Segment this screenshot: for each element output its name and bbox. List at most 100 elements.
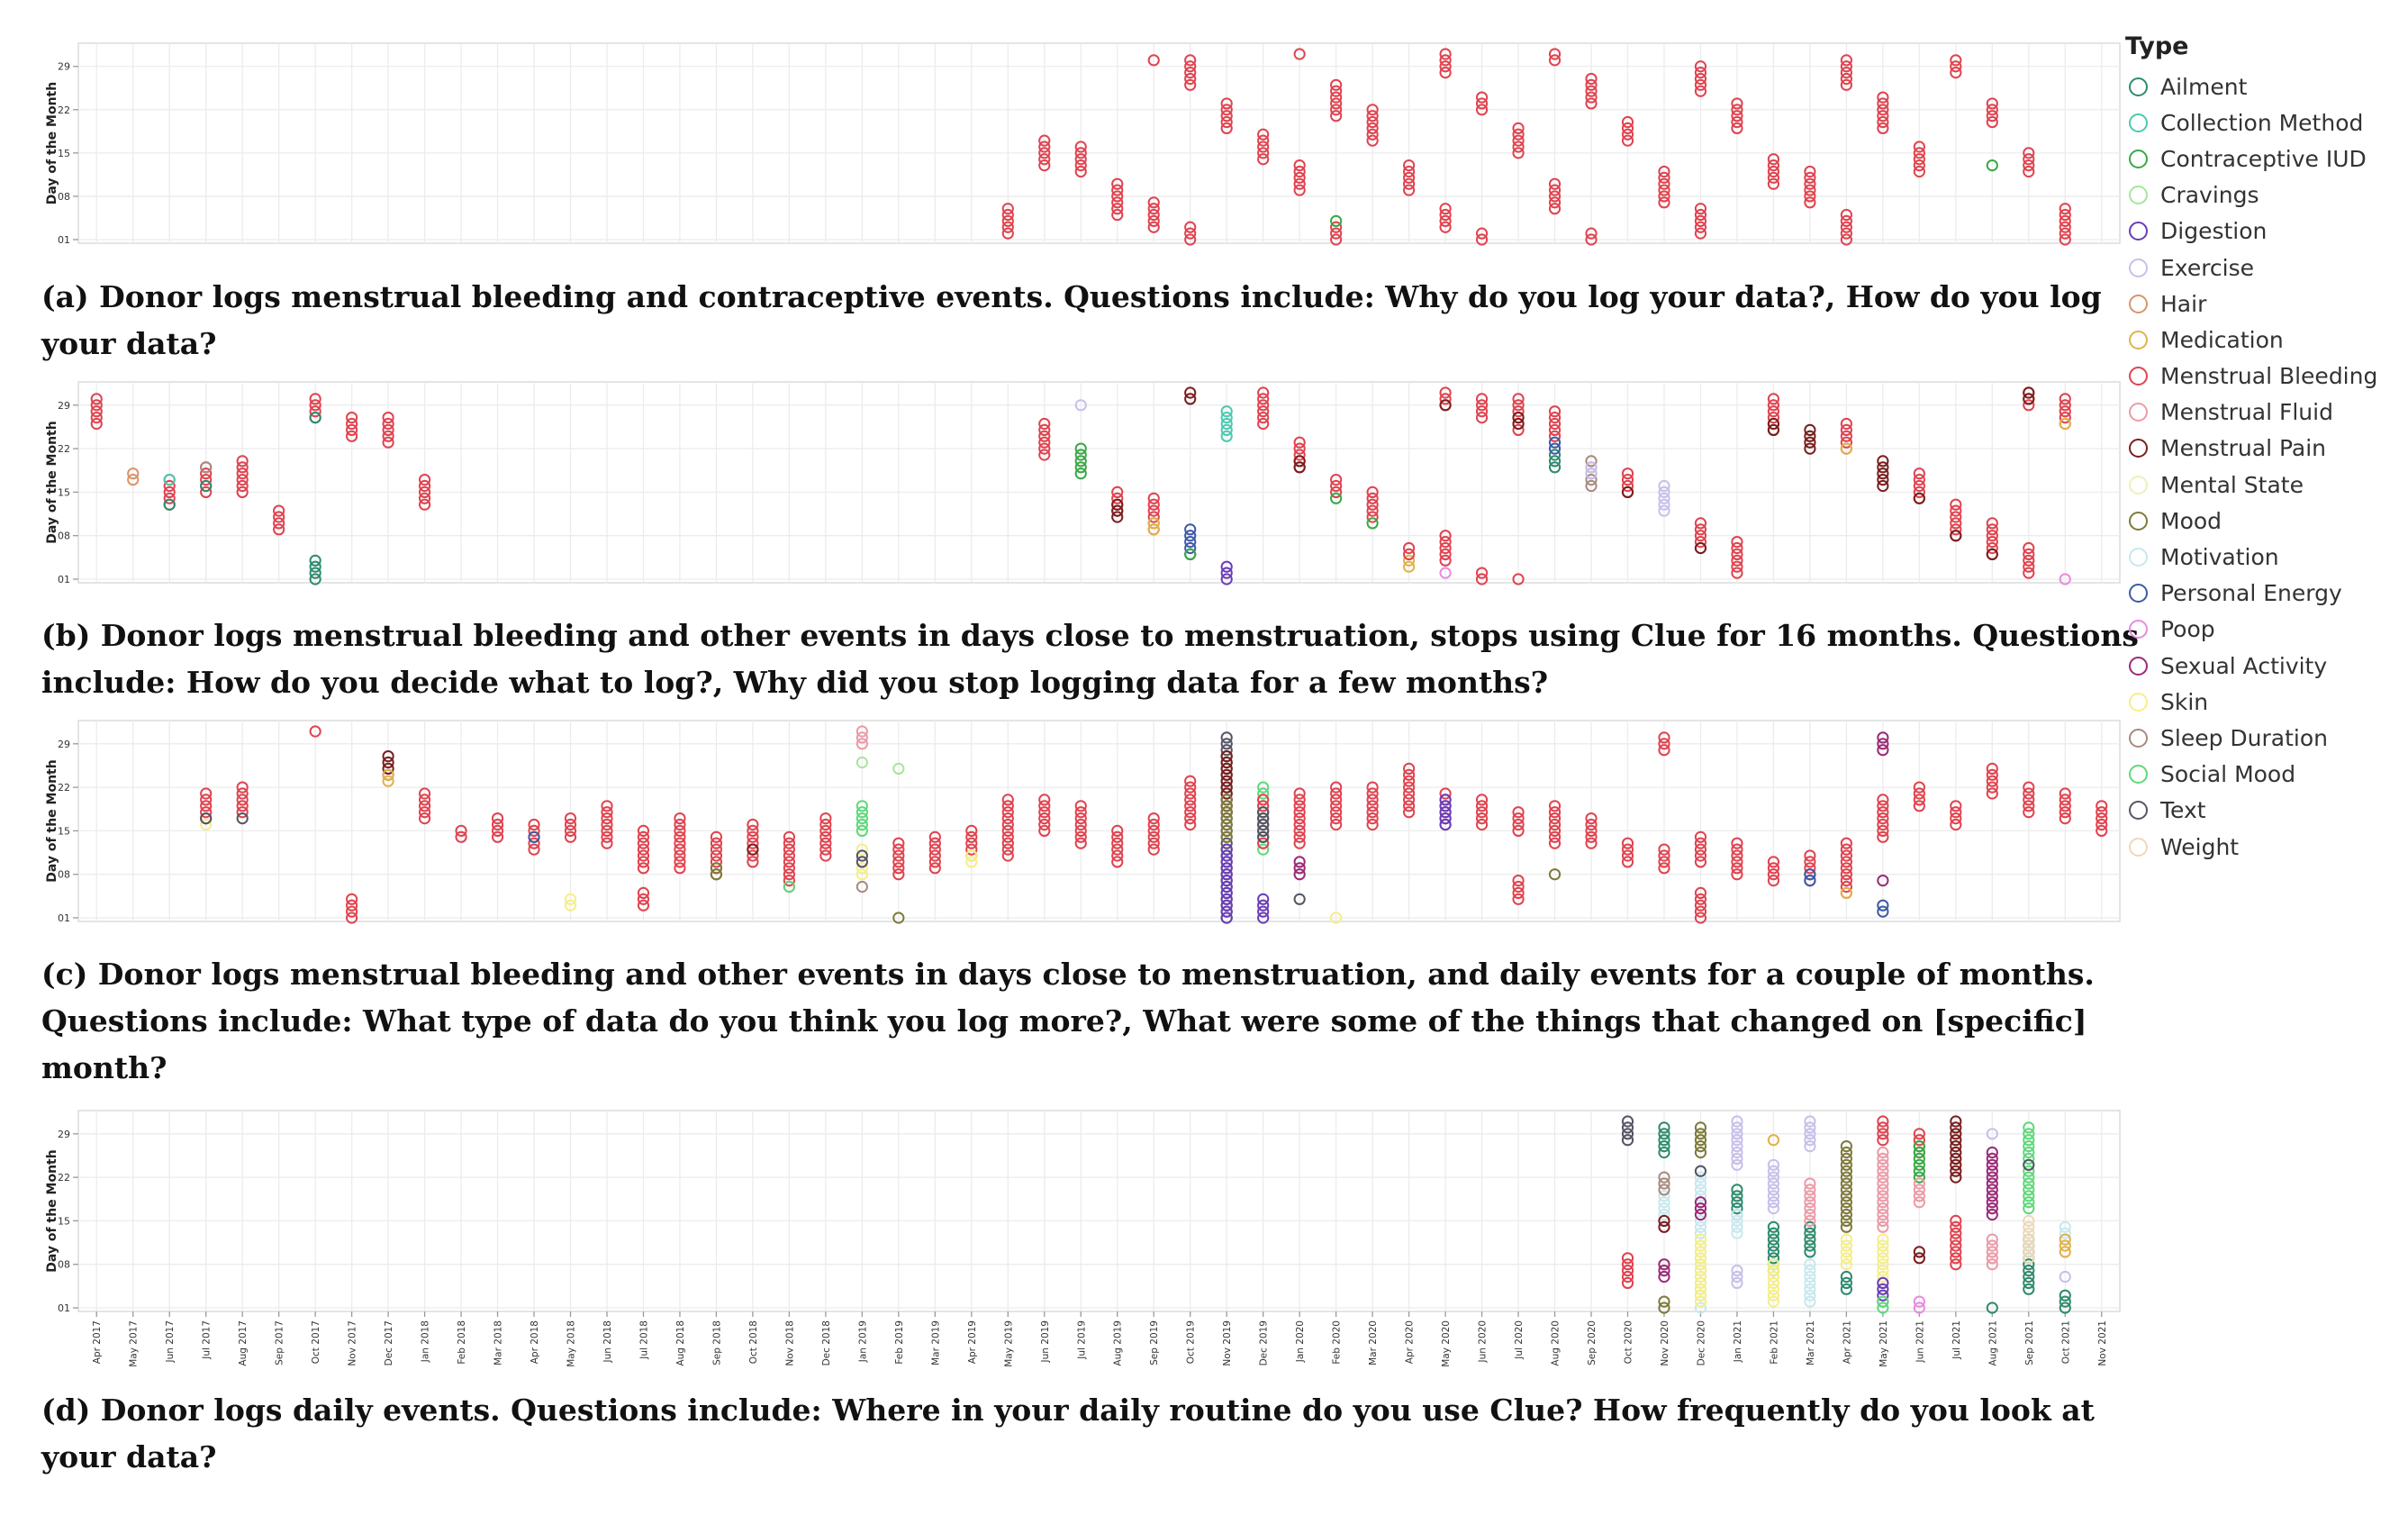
data-point [1548, 824, 1562, 838]
data-point [90, 393, 103, 405]
data-point [1840, 849, 1852, 862]
data-point [1913, 479, 1925, 493]
data-point [2023, 165, 2035, 178]
x-tick-label: Dec 2017 [384, 1320, 394, 1365]
legend-item: Menstrual Fluid [2125, 395, 2395, 431]
data-point [1731, 856, 1743, 868]
data-point [346, 893, 358, 905]
data-point [309, 399, 321, 412]
data-point [1585, 461, 1598, 474]
data-point [163, 485, 176, 499]
data-point [382, 775, 394, 787]
data-point [710, 862, 723, 875]
data-point [1767, 1258, 1780, 1271]
data-point [1001, 824, 1014, 838]
data-point [1840, 233, 1852, 246]
data-point [127, 474, 140, 486]
data-point [2059, 812, 2071, 825]
data-point [783, 875, 796, 887]
data-point [1330, 787, 1343, 800]
data-point [1877, 830, 1889, 843]
data-point [1439, 812, 1452, 825]
data-point [637, 886, 650, 900]
data-point [1293, 806, 1306, 819]
data-point [1767, 1165, 1780, 1177]
data-point [1658, 1177, 1670, 1190]
data-point [1804, 862, 1816, 875]
data-point [1439, 393, 1452, 405]
data-point [1877, 1214, 1889, 1228]
data-point [1913, 492, 1925, 504]
data-point [1658, 196, 1670, 209]
data-point [2059, 227, 2071, 240]
data-point [1220, 750, 1233, 763]
data-point [1877, 1283, 1889, 1295]
x-tick-label: Apr 2020 [1405, 1320, 1416, 1364]
data-point [1001, 214, 1014, 227]
data-point [1621, 1115, 1634, 1128]
data-point [1658, 1121, 1670, 1134]
data-point [710, 856, 723, 868]
data-point [1512, 405, 1525, 418]
data-point [1001, 812, 1014, 825]
data-point [1220, 824, 1233, 838]
data-point [1293, 165, 1306, 178]
data-point [1804, 1276, 1816, 1290]
data-point [1877, 1158, 1889, 1171]
data-point [1913, 1158, 1925, 1171]
data-point [1694, 541, 1707, 555]
data-point [1147, 837, 1160, 849]
data-point [1840, 1270, 1852, 1284]
data-point [747, 837, 759, 849]
data-point [1950, 67, 1962, 79]
data-point [200, 812, 213, 825]
data-point [2096, 806, 2108, 819]
data-point [1986, 1302, 1998, 1314]
data-point [236, 781, 249, 794]
data-point [236, 812, 249, 825]
data-point [1038, 806, 1051, 819]
data-point [1293, 837, 1306, 849]
data-point [1184, 54, 1197, 67]
data-point [2096, 812, 2108, 825]
plot-frame [77, 42, 2121, 244]
data-point [1220, 886, 1233, 900]
data-point [1366, 498, 1379, 511]
data-point [1986, 97, 1998, 110]
data-point [1840, 886, 1852, 900]
panel-a: 01 08 15 22 29 Day of the Month [45, 42, 2121, 246]
x-tick-label: Oct 2019 [1186, 1320, 1197, 1364]
x-tick-label: Jul 2019 [1076, 1320, 1087, 1360]
data-point [2023, 567, 2035, 579]
data-point [1621, 122, 1634, 134]
data-point [1439, 67, 1452, 79]
y-tick-label: 01 [58, 1302, 70, 1314]
data-point [1840, 436, 1852, 449]
data-point [1694, 1220, 1707, 1233]
data-point [1184, 523, 1197, 536]
data-point [1621, 467, 1634, 480]
data-point [855, 862, 868, 875]
data-point [163, 498, 176, 511]
data-point [236, 467, 249, 480]
data-point [1475, 227, 1489, 240]
data-point [674, 862, 686, 875]
data-point [1877, 1252, 1889, 1265]
data-point [1840, 1171, 1852, 1184]
data-point [1330, 492, 1343, 504]
data-point [1950, 818, 1962, 831]
data-point [1767, 171, 1780, 184]
data-point [1074, 165, 1087, 178]
data-point [1184, 812, 1197, 825]
data-point [1366, 812, 1379, 825]
data-point [710, 868, 723, 881]
data-point [1694, 1276, 1707, 1290]
data-point [1548, 436, 1562, 449]
data-point [855, 849, 868, 862]
data-point [1220, 573, 1233, 585]
data-point [1512, 812, 1525, 825]
data-point [710, 849, 723, 862]
data-point [819, 824, 832, 838]
data-point [1402, 762, 1416, 776]
data-point [1257, 399, 1270, 412]
